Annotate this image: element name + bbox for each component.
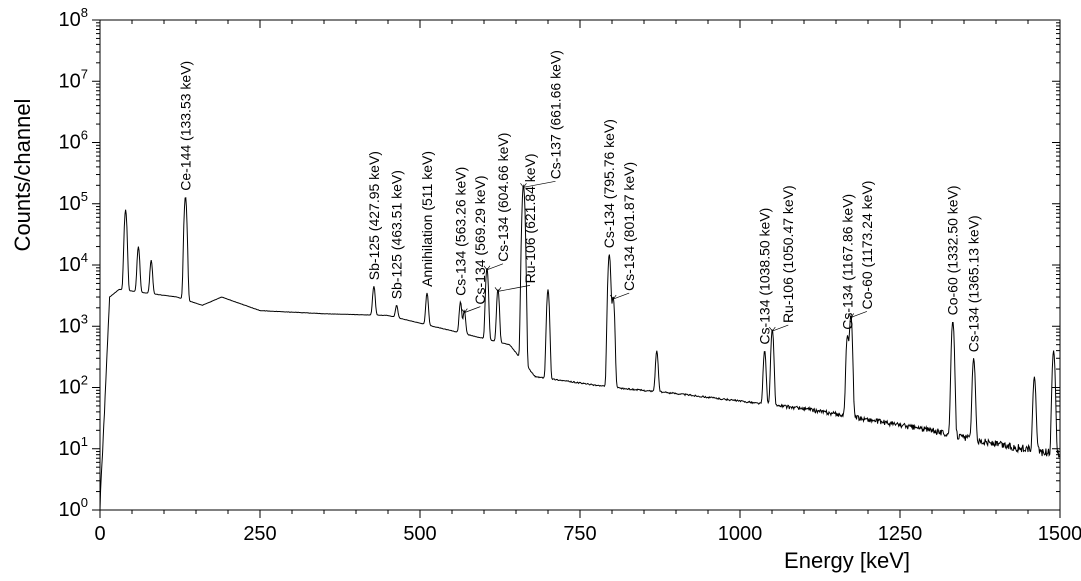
- peak-label: Cs-134 (563.26 keV): [452, 167, 468, 296]
- x-tick-label: 250: [243, 523, 276, 545]
- y-tick-label: 100: [59, 495, 88, 521]
- plot-box: [100, 20, 1060, 510]
- y-tick-label: 108: [59, 5, 88, 31]
- peak-leader: [498, 285, 530, 291]
- peak-label: Co-60 (1332.50 keV): [945, 185, 961, 315]
- y-tick-label: 105: [59, 189, 88, 215]
- peak-label: Cs-134 (1167.86 keV): [839, 194, 855, 330]
- x-tick-label: 500: [403, 523, 436, 545]
- chart-root: 0 250 500 750 1000 1250 1500 100 101 102 103 104 105…: [0, 0, 1081, 581]
- y-tick-label: 106: [59, 128, 88, 154]
- y-tick-label: 101: [59, 434, 88, 460]
- spectrum-line: [100, 186, 1060, 510]
- peak-label: Cs-134 (604.66 keV): [495, 133, 511, 262]
- peak-label: Sb-125 (463.51 keV): [389, 170, 405, 299]
- peak-label: Ce-144 (133.53 keV): [177, 61, 193, 191]
- peak-label: Ru-106 (1050.47 keV): [780, 185, 796, 323]
- peak-label: Annihilation (511 keV): [419, 151, 435, 287]
- peak-label: Co-60 (1173.24 keV): [859, 181, 875, 310]
- spectrum-chart: 0 250 500 750 1000 1250 1500 100 101 102 103 104 105…: [0, 0, 1081, 581]
- x-tick-label: 1000: [718, 523, 763, 545]
- y-tick-label: 103: [59, 311, 88, 337]
- peak-label: Cs-134 (569.29 keV): [472, 175, 488, 304]
- y-tick-label: 104: [59, 250, 88, 276]
- peak-label: Cs-134 (801.87 keV): [621, 162, 637, 291]
- x-axis-label: Energy [keV]: [784, 548, 910, 573]
- y-axis-label: Counts/channel: [10, 99, 35, 252]
- peak-label: Cs-134 (1038.50 keV): [757, 208, 773, 345]
- peak-label: Cs-134 (795.76 keV): [601, 119, 617, 248]
- peak-label: Ru-106 (621.84 keV): [522, 153, 538, 283]
- x-tick-label: 1500: [1038, 523, 1081, 545]
- y-tick-label: 102: [59, 373, 88, 399]
- peak-label: Sb-125 (427.95 keV): [366, 151, 382, 280]
- y-tick-label: 107: [59, 66, 88, 92]
- x-tick-label: 1250: [878, 523, 923, 545]
- peak-label: Cs-137 (661.66 keV): [547, 50, 563, 179]
- x-tick-label: 750: [563, 523, 596, 545]
- peak-label: Cs-134 (1365.13 keV): [966, 215, 982, 352]
- x-tick-label: 0: [94, 523, 105, 545]
